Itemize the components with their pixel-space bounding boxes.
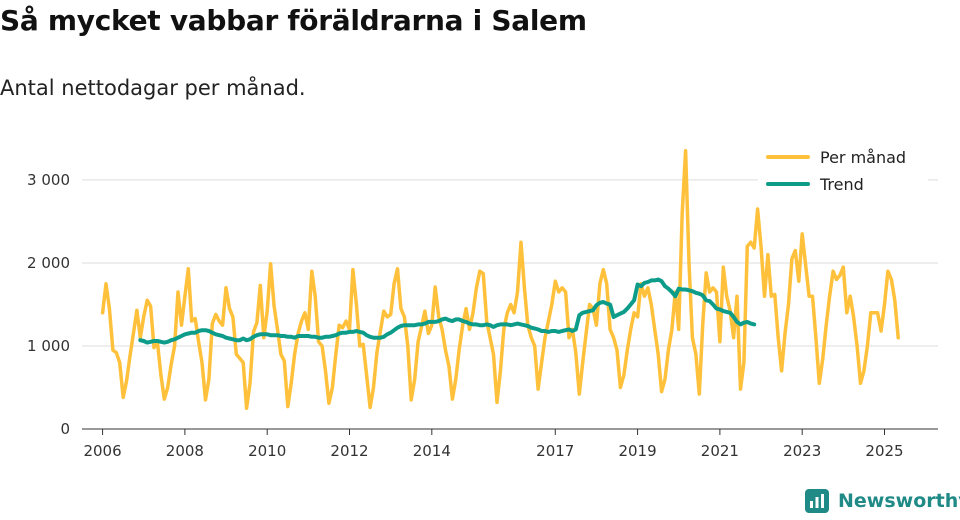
legend-background (758, 142, 928, 198)
y-tick-label-1000: 1 000 (27, 337, 70, 355)
x-axis: 2006 2008 2010 2012 2014 2017 2019 2021 2023 2025 (82, 428, 938, 460)
legend: Per månad Trend (758, 142, 928, 198)
x-tick-label-2019: 2019 (618, 442, 656, 460)
x-tick-label-2008: 2008 (166, 442, 204, 460)
series-lines (100, 149, 900, 410)
x-tick-label-2023: 2023 (783, 442, 821, 460)
grid-lines (82, 179, 938, 347)
x-tick-label-2025: 2025 (865, 442, 903, 460)
brand-name: Newsworthy (838, 490, 960, 512)
series-line-trend (138, 277, 757, 345)
brand-logo: Newsworthy (804, 488, 960, 514)
x-tick-label-2006: 2006 (83, 442, 121, 460)
x-tick-label-2014: 2014 (413, 442, 451, 460)
y-axis-ticks: 0 1 000 2 000 3 000 (27, 171, 70, 438)
y-tick-label-3000: 3 000 (27, 171, 70, 189)
x-tick-label-2021: 2021 (701, 442, 739, 460)
chart-title: Så mycket vabbar föräldrarna i Salem (0, 4, 587, 37)
legend-label-trend: Trend (819, 175, 864, 194)
chart-subtitle: Antal nettodagar per månad. (0, 76, 306, 100)
legend-label-per-manad: Per månad (820, 148, 906, 167)
x-tick-label-2010: 2010 (248, 442, 286, 460)
y-tick-label-0: 0 (60, 420, 70, 438)
y-tick-label-2000: 2 000 (27, 254, 70, 272)
x-tick-label-2012: 2012 (330, 442, 368, 460)
x-tick-label-2017: 2017 (536, 442, 574, 460)
newsworthy-logo-icon (805, 489, 829, 513)
